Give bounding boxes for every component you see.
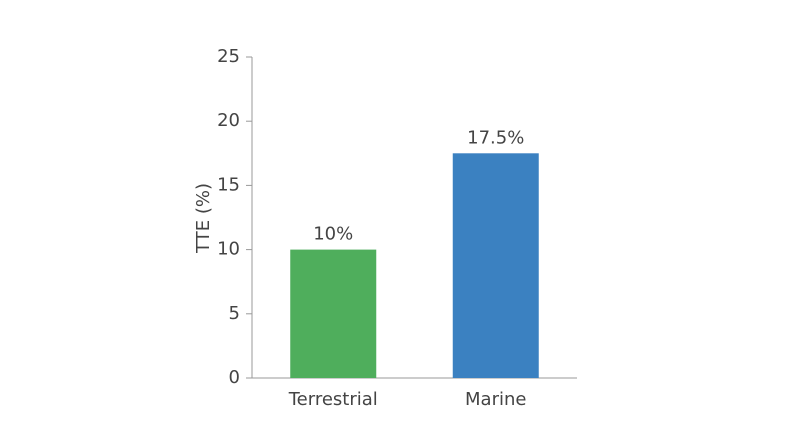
bar: [452, 153, 539, 378]
y-tick-label: 15: [217, 174, 240, 195]
x-tick-label: Terrestrial: [288, 389, 378, 410]
y-axis-label: TTE (%): [193, 183, 214, 254]
value-label: 17.5%: [467, 127, 524, 148]
y-tick-label: 25: [217, 46, 240, 67]
y-tick-label: 5: [229, 303, 240, 324]
y-tick-label: 0: [229, 367, 240, 388]
y-tick-label: 10: [217, 239, 240, 260]
bar: [290, 249, 377, 378]
x-tick-label: Marine: [465, 389, 526, 410]
y-tick-label: 20: [217, 110, 240, 131]
value-label: 10%: [313, 224, 353, 245]
